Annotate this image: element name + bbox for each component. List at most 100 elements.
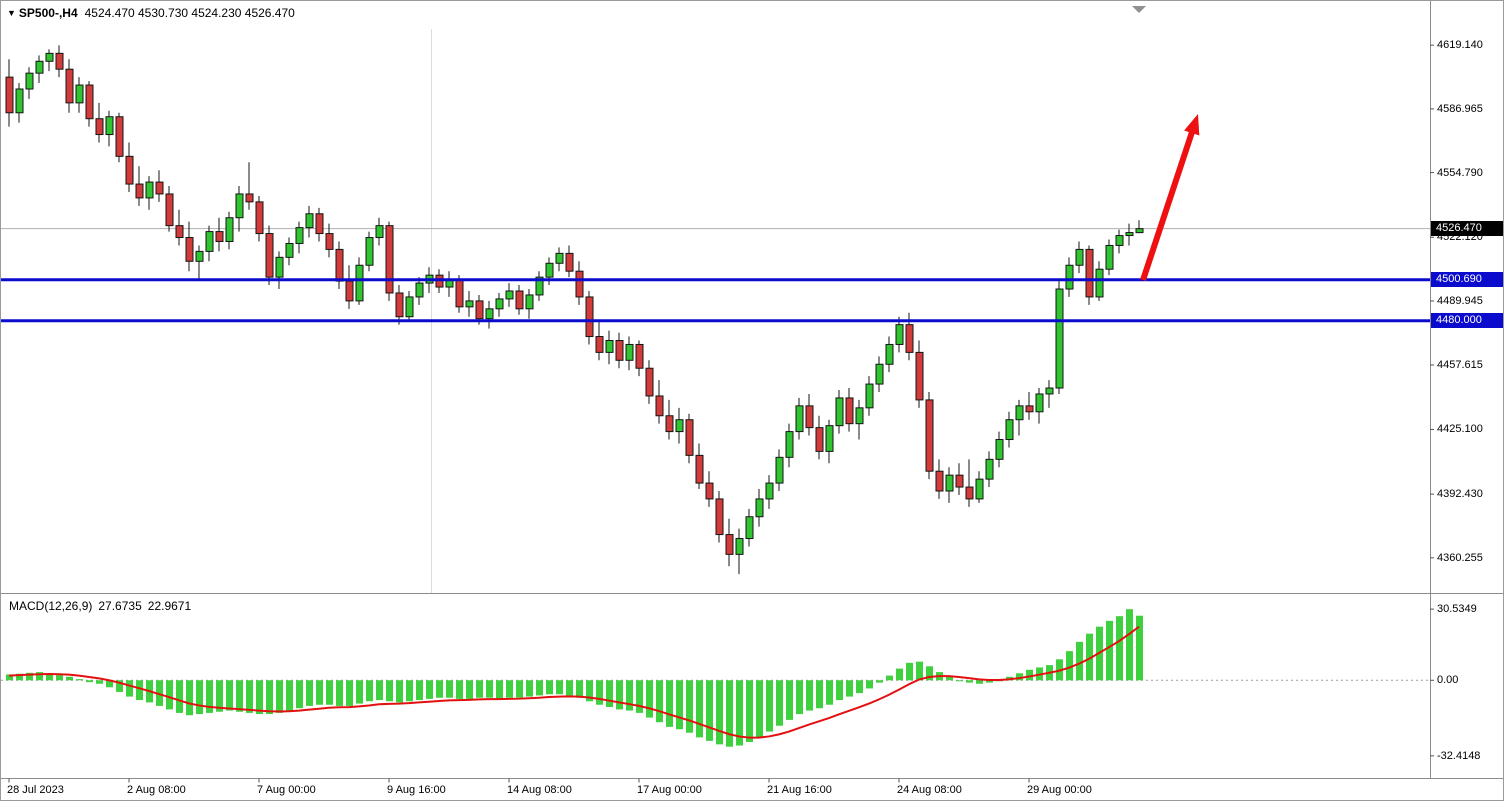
macd-bar <box>236 680 243 712</box>
macd-bar <box>26 672 33 681</box>
macd-bar <box>876 680 883 683</box>
macd-bar <box>1016 673 1023 681</box>
price-axis-label: 4554.790 <box>1437 166 1483 179</box>
symbol-timeframe-label: SP500-,H4 <box>18 6 78 20</box>
macd-bar <box>736 680 743 746</box>
macd-bar <box>186 680 193 716</box>
macd-bar <box>276 680 283 713</box>
price-line-badge: 4500.690 <box>1431 271 1503 287</box>
macd-bar <box>1136 615 1143 681</box>
candle <box>465 300 474 308</box>
candle <box>275 256 284 278</box>
candle <box>415 282 424 298</box>
macd-bar <box>566 680 573 696</box>
macd-bar <box>896 668 903 681</box>
candle <box>715 498 724 536</box>
candle <box>145 181 154 199</box>
candle <box>455 278 464 308</box>
time-axis-label: 9 Aug 16:00 <box>387 784 446 796</box>
candle <box>535 276 544 296</box>
macd-bar <box>116 680 123 692</box>
macd-bar <box>1086 633 1093 681</box>
trend-arrow[interactable] <box>1140 126 1197 281</box>
macd-bar <box>646 680 653 718</box>
macd-bar <box>226 680 233 711</box>
macd-bar <box>336 680 343 706</box>
macd-bar <box>986 680 993 683</box>
price-axis-label: 4457.615 <box>1437 359 1483 372</box>
macd-bar <box>6 674 13 681</box>
macd-bar <box>1126 609 1133 681</box>
candle <box>945 474 954 492</box>
candle <box>315 213 324 235</box>
macd-bar <box>886 675 893 681</box>
candle <box>665 415 674 433</box>
macd-bar <box>746 680 753 743</box>
macd-bar <box>686 680 693 733</box>
macd-name: MACD(12,26,9) <box>9 599 93 613</box>
macd-axis-label: 0.00 <box>1437 674 1459 687</box>
time-axis-label: 7 Aug 00:00 <box>257 784 316 796</box>
time-axis-label: 17 Aug 00:00 <box>637 784 702 796</box>
candle <box>525 294 534 310</box>
macd-bar <box>46 673 53 681</box>
candle <box>245 193 254 203</box>
time-axis-label: 21 Aug 16:00 <box>767 784 832 796</box>
macd-bar <box>666 680 673 727</box>
price-axis-label: 4619.140 <box>1437 39 1483 52</box>
candle <box>1015 405 1024 421</box>
macd-bar <box>906 662 913 681</box>
macd-bar <box>106 680 113 688</box>
macd-bar <box>356 680 363 704</box>
price-axis-label: 4586.965 <box>1437 102 1483 115</box>
macd-bar <box>726 680 733 747</box>
candle <box>195 250 204 262</box>
macd-bar <box>546 680 553 695</box>
time-axis-label: 2 Aug 08:00 <box>127 784 186 796</box>
candle <box>205 231 214 252</box>
trend-arrow-head[interactable] <box>1184 114 1200 136</box>
time-axis[interactable]: 28 Jul 2023 2 Aug 08:00 7 Aug 00:00 9 Aug 1… <box>1 779 1431 800</box>
macd-bar <box>926 666 933 681</box>
candle <box>165 193 174 227</box>
candle <box>865 383 874 409</box>
candle <box>1055 288 1064 389</box>
candle <box>1135 228 1144 234</box>
macd-bar <box>16 673 23 681</box>
macd-bar <box>656 680 663 723</box>
macd-bar <box>346 680 353 706</box>
candle <box>805 405 814 429</box>
candle <box>725 534 734 555</box>
candle <box>735 538 744 555</box>
candle <box>365 237 374 266</box>
macd-bar <box>206 680 213 713</box>
price-axis[interactable]: 4619.140 4586.965 4554.790 4522.120 4489.945… <box>1431 1 1503 779</box>
candle <box>5 76 14 114</box>
macd-bar <box>586 680 593 702</box>
macd-bar <box>216 680 223 712</box>
macd-bar <box>176 680 183 713</box>
macd-bar <box>556 680 563 695</box>
macd-indicator-label: MACD(12,26,9) 27.6735 22.9671 <box>9 599 197 613</box>
macd-bar <box>76 679 83 681</box>
price-axis-label: 4392.430 <box>1437 488 1483 501</box>
macd-bar <box>496 680 503 699</box>
price-axis-label: 4425.100 <box>1437 423 1483 436</box>
candle <box>885 343 894 365</box>
macd-signal-line <box>8 625 1140 739</box>
candle <box>265 233 274 278</box>
macd-bar <box>406 680 413 702</box>
candle <box>235 193 244 219</box>
candle <box>515 290 524 310</box>
candle <box>35 60 44 74</box>
macd-bar <box>1076 641 1083 681</box>
macd-bar <box>756 680 763 738</box>
symbol-marker-icon: ▼ <box>7 8 16 18</box>
macd-bar <box>416 680 423 701</box>
time-axis-label: 14 Aug 08:00 <box>507 784 572 796</box>
candle <box>835 397 844 427</box>
candle <box>555 252 564 264</box>
candle <box>905 324 914 353</box>
